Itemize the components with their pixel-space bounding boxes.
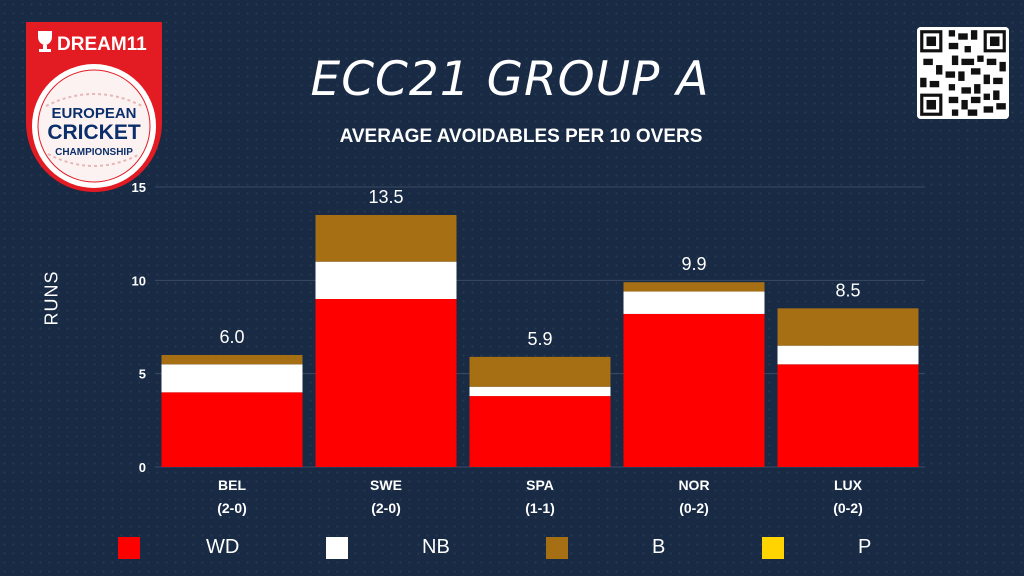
bar-segment-wd: [315, 299, 457, 467]
qr-code-icon[interactable]: [917, 27, 1009, 119]
x-tick-record: (0-2): [679, 500, 709, 516]
legend-swatch-b: [546, 537, 568, 559]
trophy-icon: [38, 31, 52, 52]
bar-segment-nb: [161, 364, 303, 393]
legend: WD NB B P: [0, 533, 1024, 563]
x-tick-label: NOR: [678, 477, 709, 493]
logo-line1: EUROPEAN: [51, 105, 136, 122]
x-tick-record: (2-0): [217, 500, 247, 516]
logo-line2: CRICKET: [47, 121, 141, 144]
bar-segment-wd: [623, 313, 765, 467]
x-tick-record: (1-1): [525, 500, 555, 516]
bar-segment-wd: [161, 392, 303, 467]
x-tick-record: (0-2): [833, 500, 863, 516]
bar-segment-nb: [623, 291, 765, 314]
chart-subtitle: AVERAGE AVOIDABLES PER 10 OVERS: [339, 126, 703, 147]
x-tick-label: SWE: [370, 477, 402, 493]
legend-label-wd: WD: [206, 536, 240, 558]
legend-swatch-nb: [326, 537, 348, 559]
bar-segment-wd: [469, 396, 611, 467]
bar-total-label: 5.9: [527, 329, 552, 349]
y-tick-label: 5: [139, 367, 146, 382]
y-tick-label: 15: [132, 180, 146, 195]
bar-segment-b: [161, 355, 303, 365]
bar-segment-nb: [315, 261, 457, 299]
bar-segment-b: [777, 308, 919, 346]
bar-segment-wd: [777, 364, 919, 467]
bar-segment-b: [469, 356, 611, 387]
european-cricket-championship-logo: DREAM11 EUROPEAN CRICKET CHAMPIONSHIP: [26, 22, 162, 192]
y-tick-label: 10: [132, 273, 146, 288]
legend-label-p: P: [858, 536, 872, 558]
legend-swatch-p: [762, 537, 784, 559]
x-tick-label: SPA: [526, 477, 554, 493]
bar-segment-nb: [777, 345, 919, 365]
bar-total-label: 6.0: [219, 327, 244, 347]
chart-title: ECC21 GROUP A: [310, 52, 710, 107]
x-tick-record: (2-0): [371, 500, 401, 516]
bar-segment-nb: [469, 386, 611, 397]
logo-line3: CHAMPIONSHIP: [55, 147, 133, 158]
bar-total-label: 13.5: [368, 187, 403, 207]
bar-total-label: 8.5: [835, 280, 860, 300]
x-tick-label: BEL: [218, 477, 246, 493]
logo-brand: DREAM11: [57, 34, 147, 55]
bar-segment-b: [623, 282, 765, 292]
legend-swatch-wd: [118, 537, 140, 559]
legend-label-nb: NB: [422, 536, 450, 558]
legend-label-b: B: [652, 536, 666, 558]
y-tick-label: 0: [139, 460, 146, 475]
bar-total-label: 9.9: [681, 254, 706, 274]
bar-segment-b: [315, 215, 457, 262]
x-tick-label: LUX: [834, 477, 863, 493]
